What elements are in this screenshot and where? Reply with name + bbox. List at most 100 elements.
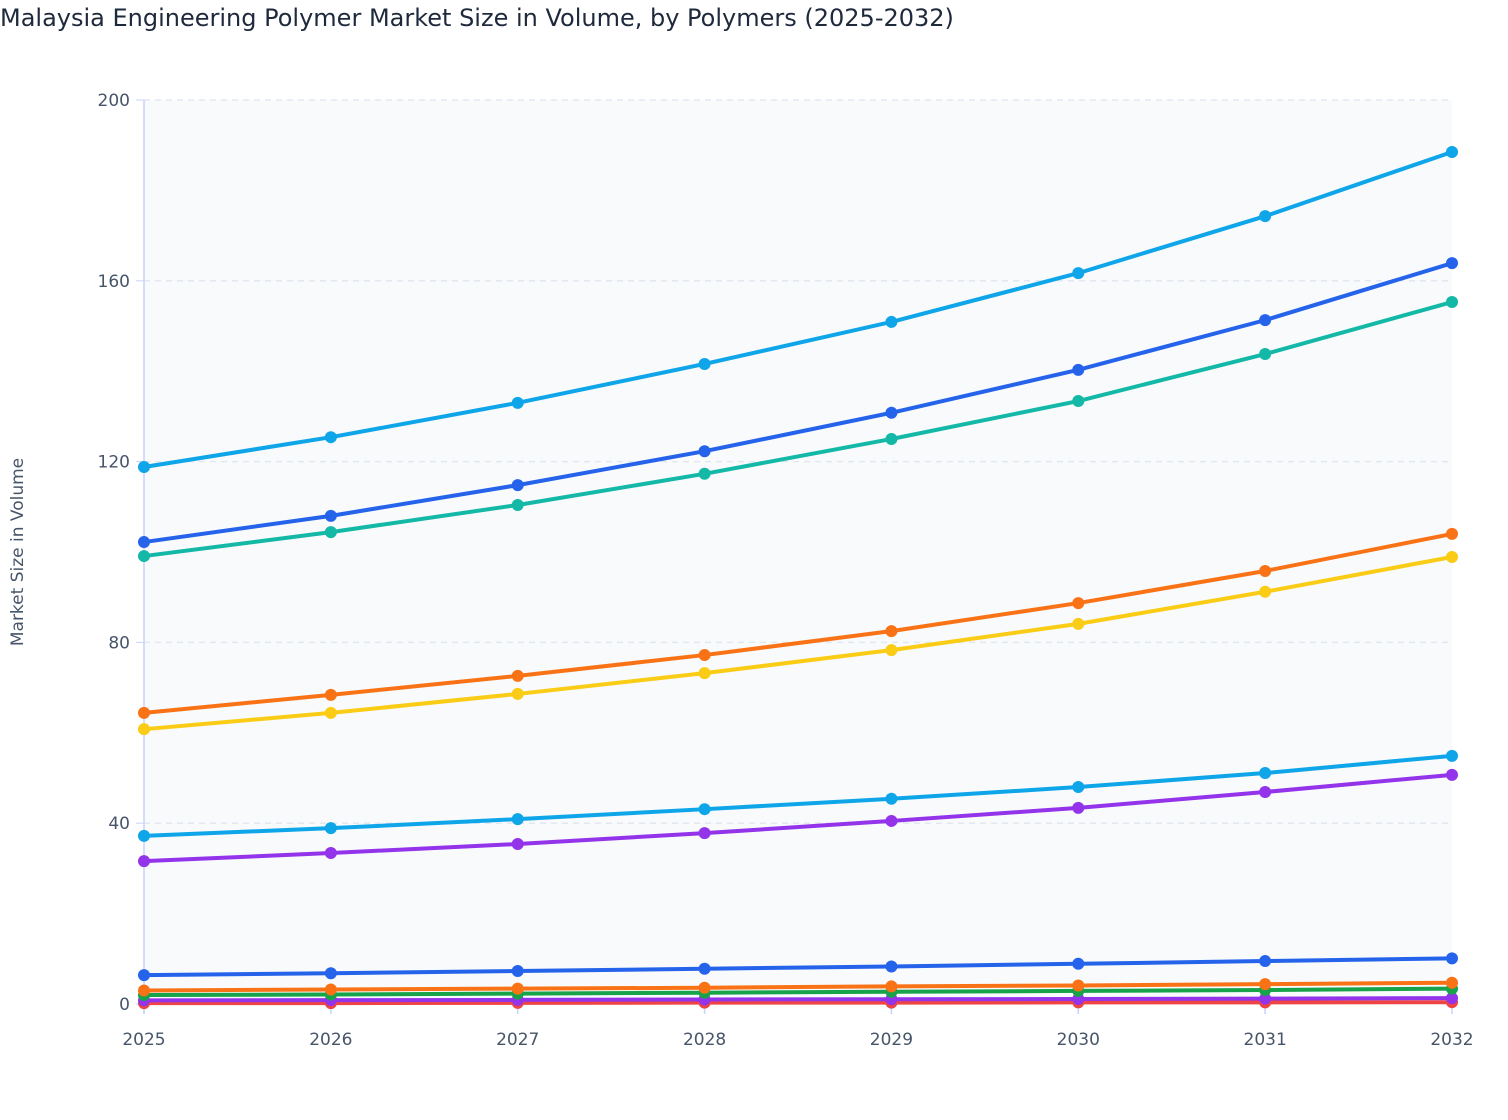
y-tick-label: 0 — [119, 995, 130, 1015]
y-tick-label: 200 — [98, 91, 130, 111]
data-point — [1259, 348, 1272, 361]
data-point — [1446, 768, 1458, 781]
data-point — [1259, 585, 1272, 598]
data-point — [698, 827, 711, 840]
data-point — [1072, 979, 1085, 992]
data-point — [1446, 749, 1458, 762]
x-tick-label: 2025 — [122, 1030, 165, 1050]
data-point — [698, 649, 711, 662]
data-point — [511, 396, 524, 409]
data-point — [1446, 145, 1458, 158]
plot-area — [144, 100, 1452, 1004]
data-point — [324, 706, 337, 719]
series-line-9 — [143, 986, 1453, 997]
data-point — [885, 792, 898, 805]
data-point — [698, 803, 711, 816]
data-point — [1259, 992, 1272, 1005]
x-tick-label: 2028 — [683, 1030, 726, 1050]
data-point — [324, 526, 337, 539]
series-line-2 — [143, 300, 1453, 559]
data-point — [511, 982, 524, 995]
data-point — [324, 509, 337, 522]
data-point — [511, 687, 524, 700]
data-point — [1072, 363, 1085, 376]
x-tick-label: 2026 — [309, 1030, 352, 1050]
data-point — [1072, 617, 1085, 630]
series-line-5 — [143, 753, 1453, 838]
data-point — [324, 983, 337, 996]
x-tick-label: 2030 — [1057, 1030, 1100, 1050]
data-point — [1259, 955, 1272, 968]
data-point — [324, 847, 337, 860]
data-point — [1259, 978, 1272, 991]
data-point — [885, 980, 898, 993]
data-point — [885, 960, 898, 973]
data-point — [1072, 801, 1085, 814]
y-tick-label: 120 — [98, 453, 130, 473]
series-line-8 — [143, 980, 1453, 993]
chart-title: Malaysia Engineering Polymer Market Size… — [0, 4, 954, 32]
data-point — [1446, 257, 1458, 270]
data-point — [1072, 781, 1085, 794]
series-line-3 — [143, 531, 1453, 715]
data-point — [1259, 210, 1272, 223]
data-point — [1446, 976, 1458, 989]
x-tick-label: 2027 — [496, 1030, 539, 1050]
data-point — [1259, 786, 1272, 799]
data-point — [138, 706, 150, 719]
data-point — [1072, 957, 1085, 970]
data-point — [1446, 952, 1458, 965]
y-axis-label: Market Size in Volume — [8, 458, 28, 646]
data-point — [698, 981, 711, 994]
x-tick-label: 2032 — [1430, 1030, 1473, 1050]
data-point — [885, 315, 898, 328]
data-point — [698, 357, 711, 370]
data-point — [138, 550, 150, 563]
y-tick-label: 80 — [108, 633, 130, 653]
data-point — [138, 969, 150, 982]
series-line-11 — [143, 996, 1453, 1003]
data-point — [1446, 527, 1458, 540]
data-point — [885, 814, 898, 827]
data-point — [698, 445, 711, 458]
data-point — [511, 479, 524, 492]
data-point — [138, 723, 150, 736]
data-point — [324, 967, 337, 980]
x-tick-label: 2029 — [870, 1030, 913, 1050]
data-point — [1072, 395, 1085, 408]
data-point — [324, 431, 337, 444]
data-point — [1446, 296, 1458, 309]
y-tick-label: 40 — [108, 814, 130, 834]
data-point — [138, 855, 150, 868]
data-point — [885, 406, 898, 419]
data-point — [698, 962, 711, 975]
series-line-0 — [143, 150, 1453, 469]
data-point — [885, 625, 898, 638]
data-point — [138, 984, 150, 997]
data-point — [511, 498, 524, 511]
data-point — [885, 433, 898, 445]
data-point — [511, 813, 524, 826]
data-point — [1259, 314, 1272, 327]
data-point — [324, 822, 337, 835]
data-point — [511, 965, 524, 978]
data-point — [511, 669, 524, 682]
series-line-6 — [143, 772, 1453, 864]
x-tick-label: 2031 — [1244, 1030, 1287, 1050]
data-point — [511, 837, 524, 850]
series-line-10 — [144, 1000, 1453, 1006]
data-point — [1446, 992, 1458, 1005]
series-line-7 — [143, 956, 1453, 978]
data-point — [698, 667, 711, 680]
series-line-1 — [143, 261, 1453, 545]
y-tick-label: 160 — [98, 272, 130, 292]
data-point — [138, 829, 150, 842]
data-point — [1259, 767, 1272, 780]
data-point — [138, 461, 150, 474]
data-point — [1446, 550, 1458, 563]
series-line-4 — [143, 555, 1453, 732]
data-point — [324, 688, 337, 701]
data-point — [1259, 564, 1272, 577]
data-point — [138, 536, 150, 549]
